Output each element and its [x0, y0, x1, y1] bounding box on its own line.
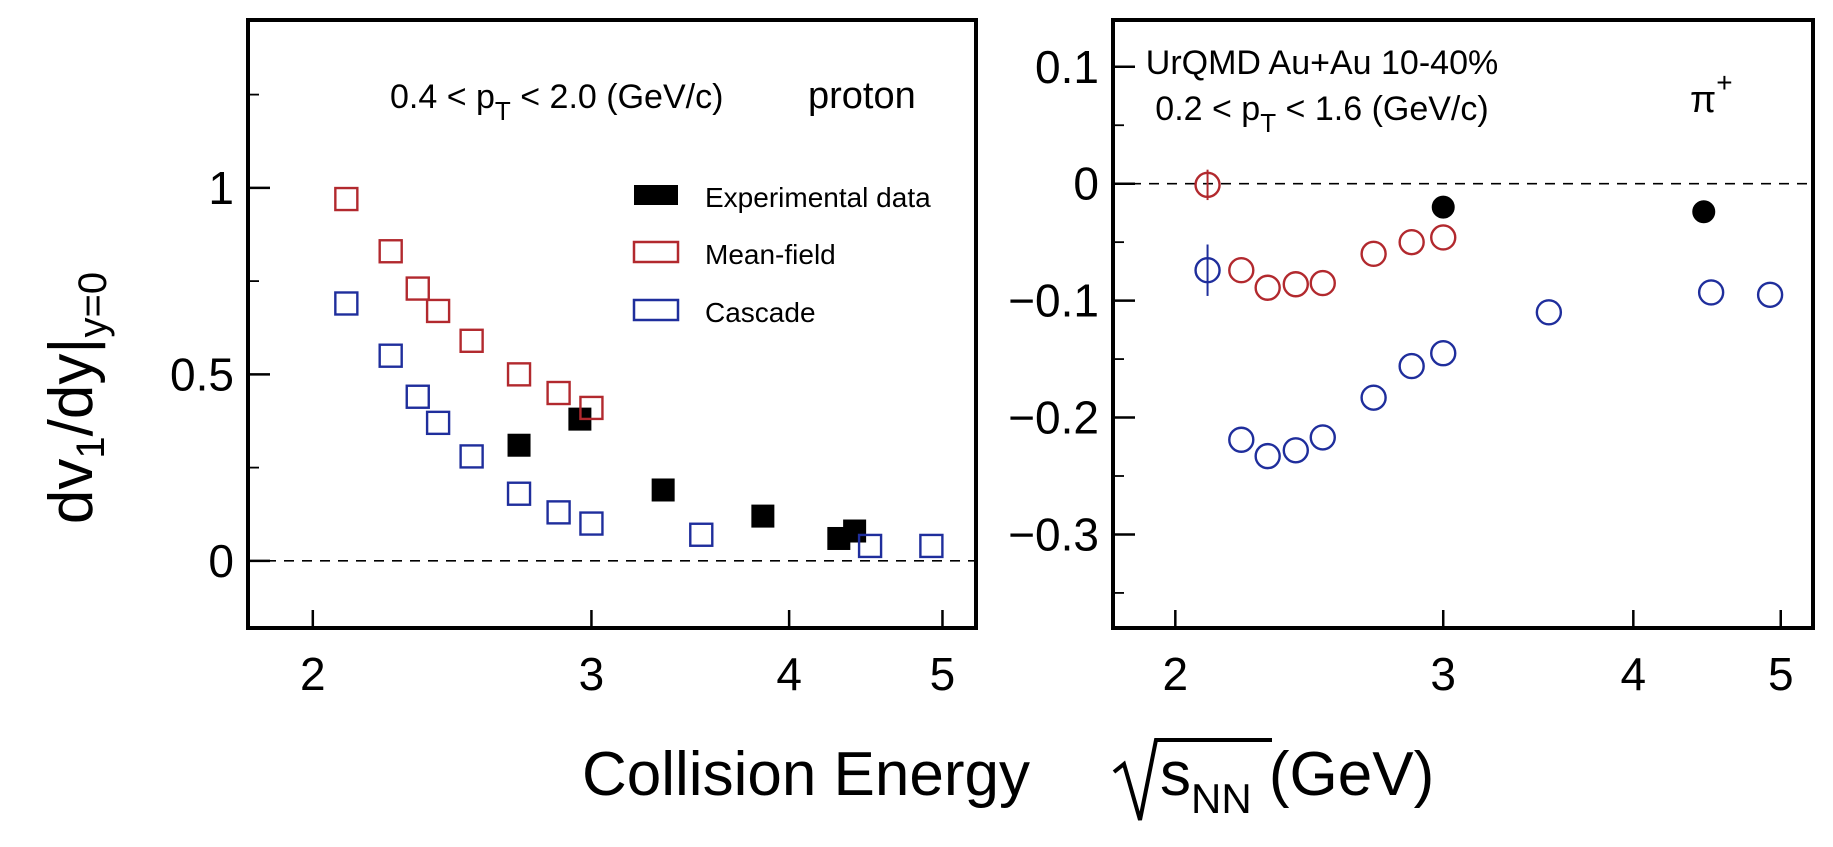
pion-y-tick-label: 0 — [1073, 158, 1099, 210]
proton-x-tick-label: 4 — [776, 648, 802, 700]
pion-cascade-point — [1194, 257, 1221, 284]
pion-mean-field-point — [1254, 274, 1281, 301]
pion-mean-field-point — [1228, 257, 1255, 284]
pion-x-tick-label: 3 — [1430, 648, 1456, 700]
proton-mean-field-point — [425, 298, 451, 324]
proton-mean-field-point — [378, 239, 403, 264]
pion-cascade-point — [1254, 442, 1281, 470]
pion-y-tick-label: −0.3 — [1008, 508, 1099, 560]
pion-y-tick-label: 0.1 — [1035, 41, 1099, 93]
proton-x-tick-label: 2 — [300, 648, 326, 700]
proton-mean-field-point — [506, 362, 532, 387]
pion-mean-field-point — [1194, 171, 1221, 199]
legend-label-experimental: Experimental data — [705, 182, 931, 213]
legend-marker-mean-field — [632, 240, 680, 264]
x-axis-title-variable: sNN (GeV) — [1160, 740, 1434, 822]
proton-mean-field-point — [334, 186, 359, 212]
legend-label-cascade: Cascade — [705, 297, 816, 328]
legend-label-mean-field: Mean-field — [705, 239, 836, 270]
pion-cascade-point — [1309, 424, 1336, 451]
proton-experimental-data-point — [651, 478, 675, 502]
x-axis-title-prefix: Collision Energy — [582, 740, 1030, 809]
pion-x-tick-label: 2 — [1163, 648, 1189, 700]
pion-mean-field-point — [1398, 228, 1425, 256]
panel-pion: 2 3 4 5−0.3−0.2−0.100.1 UrQMD Au+Au 10-40% … — [1008, 18, 1815, 700]
sqrt-symbol-icon — [1112, 738, 1272, 821]
pion-experimental-data-point — [1692, 200, 1716, 224]
proton-mean-field-point — [405, 276, 430, 301]
proton-cascade-point — [334, 291, 359, 316]
legend-marker-experimental — [634, 185, 678, 205]
proton-cascade-point — [689, 522, 714, 547]
pion-mean-field-point — [1309, 269, 1336, 297]
pion-model-note: UrQMD Au+Au 10-40% — [1146, 44, 1498, 82]
legend-item-experimental: Experimental data — [634, 182, 931, 213]
y-axis-title: dv1/dy|y=0 — [37, 272, 115, 524]
proton-x-tick-label: 3 — [579, 648, 605, 700]
pion-mean-field-point — [1430, 224, 1457, 251]
proton-cascade-point — [546, 500, 571, 525]
pion-cascade-point — [1756, 281, 1784, 308]
proton-experimental-data-point — [751, 504, 775, 528]
proton-cascade-point — [579, 511, 604, 536]
pion-mean-field-point — [1282, 271, 1309, 298]
proton-cascade-point — [506, 481, 532, 506]
pion-cascade-point — [1282, 437, 1309, 464]
pion-cascade-point — [1535, 299, 1563, 326]
x-axis-title: Collision Energy sNN (GeV) — [582, 738, 1434, 822]
proton-cascade-point — [857, 533, 883, 559]
panel-proton: 2 3 4 500.51 0.4 < pT < 2.0 (GeV/c) proton … — [170, 18, 978, 700]
pion-x-tick-label: 4 — [1621, 648, 1647, 700]
proton-x-tick-label: 5 — [930, 648, 956, 700]
legend-item-mean-field: Mean-field — [632, 239, 836, 270]
proton-cascade-point — [425, 410, 451, 436]
panel-pion-frame — [1111, 18, 1815, 630]
proton-mean-field-point — [546, 380, 571, 406]
pion-cascade-point — [1228, 426, 1255, 453]
pion-experimental-data-point — [1431, 195, 1455, 219]
proton-cascade-point — [405, 384, 430, 409]
proton-kinematics-note: 0.4 < pT < 2.0 (GeV/c) — [390, 78, 723, 126]
pion-particle-label: π+ — [1690, 67, 1733, 121]
pion-x-tick-label: 5 — [1768, 648, 1794, 700]
proton-experimental-data-point — [507, 433, 531, 457]
proton-particle-label: proton — [808, 75, 916, 117]
proton-mean-field-point — [579, 395, 604, 421]
proton-cascade-point — [459, 444, 484, 469]
legend-marker-cascade — [632, 298, 680, 322]
proton-mean-field-point — [459, 328, 484, 353]
pion-y-tick-label: −0.1 — [1008, 275, 1099, 327]
proton-cascade-point — [378, 343, 403, 368]
proton-experimental-data-point — [843, 519, 867, 543]
pion-kinematics-note: 0.2 < pT < 1.6 (GeV/c) — [1155, 90, 1488, 138]
pion-cascade-point — [1360, 384, 1387, 411]
legend: Experimental data Mean-field Cascade — [632, 182, 931, 328]
pion-cascade-point — [1697, 279, 1725, 306]
pion-y-tick-label: −0.2 — [1008, 392, 1099, 444]
legend-item-cascade: Cascade — [632, 297, 816, 328]
proton-y-tick-label: 1 — [208, 162, 234, 214]
proton-y-tick-label: 0.5 — [170, 348, 234, 400]
panel-proton-frame — [246, 18, 978, 630]
proton-y-tick-label: 0 — [208, 535, 234, 587]
pion-cascade-point — [1430, 340, 1457, 367]
pion-cascade-point — [1398, 352, 1425, 380]
proton-cascade-point — [919, 533, 944, 559]
pion-mean-field-point — [1360, 240, 1387, 268]
